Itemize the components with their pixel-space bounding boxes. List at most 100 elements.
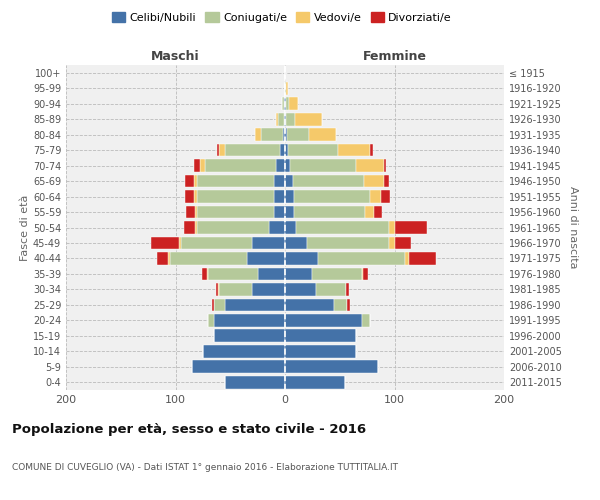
Bar xyxy=(219,283,252,296)
Bar xyxy=(406,252,409,265)
Y-axis label: Fasce di età: Fasce di età xyxy=(20,194,30,260)
Bar xyxy=(274,206,285,218)
Bar xyxy=(285,298,334,311)
Bar xyxy=(203,345,285,358)
Bar xyxy=(285,159,290,172)
Bar xyxy=(307,236,389,250)
Bar xyxy=(212,298,214,311)
Bar xyxy=(284,113,285,126)
Bar xyxy=(294,206,365,218)
Text: Popolazione per età, sesso e stato civile - 2016: Popolazione per età, sesso e stato civil… xyxy=(12,422,366,436)
Bar xyxy=(370,144,373,156)
Bar xyxy=(395,221,427,234)
Bar xyxy=(185,190,194,203)
Bar xyxy=(194,190,197,203)
Bar xyxy=(383,174,389,188)
Bar xyxy=(192,360,285,373)
Bar xyxy=(283,128,285,141)
Bar xyxy=(289,98,298,110)
Bar xyxy=(285,98,286,110)
Bar xyxy=(280,144,285,156)
Bar xyxy=(151,236,179,250)
Bar xyxy=(252,236,285,250)
Bar xyxy=(286,98,289,110)
Bar xyxy=(285,236,307,250)
Bar xyxy=(225,298,285,311)
Bar xyxy=(197,221,269,234)
Bar xyxy=(207,268,208,280)
Bar xyxy=(285,283,316,296)
Bar xyxy=(365,206,374,218)
Bar xyxy=(334,298,347,311)
Legend: Celibi/Nubili, Coniugati/e, Vedovi/e, Divorziati/e: Celibi/Nubili, Coniugati/e, Vedovi/e, Di… xyxy=(107,8,457,28)
Bar xyxy=(362,314,370,326)
Bar xyxy=(287,128,309,141)
Bar xyxy=(225,144,280,156)
Bar xyxy=(285,221,296,234)
Bar xyxy=(316,283,346,296)
Bar xyxy=(197,206,274,218)
Bar xyxy=(285,360,378,373)
Bar xyxy=(208,314,214,326)
Bar xyxy=(252,283,285,296)
Bar xyxy=(285,345,356,358)
Y-axis label: Anni di nascita: Anni di nascita xyxy=(568,186,578,269)
Bar xyxy=(363,268,368,280)
Bar xyxy=(170,252,247,265)
Bar xyxy=(218,283,220,296)
Bar xyxy=(389,236,395,250)
Bar xyxy=(214,314,285,326)
Bar xyxy=(347,298,350,311)
Bar xyxy=(247,252,285,265)
Bar xyxy=(261,128,283,141)
Bar xyxy=(278,113,284,126)
Bar xyxy=(284,98,285,110)
Bar xyxy=(318,252,406,265)
Bar xyxy=(220,144,225,156)
Bar xyxy=(382,190,390,203)
Bar xyxy=(286,82,288,94)
Bar xyxy=(285,190,294,203)
Bar xyxy=(194,174,197,188)
Bar xyxy=(285,206,294,218)
Bar xyxy=(208,268,257,280)
Bar xyxy=(285,174,293,188)
Bar xyxy=(338,144,370,156)
Bar xyxy=(285,252,318,265)
Bar xyxy=(285,113,286,126)
Bar xyxy=(187,206,195,218)
Text: Maschi: Maschi xyxy=(151,50,200,62)
Bar xyxy=(185,174,194,188)
Bar xyxy=(295,113,322,126)
Bar xyxy=(383,159,386,172)
Bar xyxy=(364,174,383,188)
Bar xyxy=(313,268,362,280)
Text: COMUNE DI CUVEGLIO (VA) - Dati ISTAT 1° gennaio 2016 - Elaborazione TUTTITALIA.I: COMUNE DI CUVEGLIO (VA) - Dati ISTAT 1° … xyxy=(12,463,398,472)
Bar xyxy=(184,221,195,234)
Bar xyxy=(274,190,285,203)
Bar xyxy=(217,144,220,156)
Bar xyxy=(374,206,382,218)
Bar xyxy=(285,144,288,156)
Bar xyxy=(157,252,168,265)
Bar xyxy=(216,283,218,296)
Bar xyxy=(200,159,205,172)
Bar xyxy=(389,221,395,234)
Bar xyxy=(194,159,200,172)
Bar xyxy=(257,268,285,280)
Bar xyxy=(356,159,383,172)
Bar xyxy=(285,268,313,280)
Bar xyxy=(195,206,197,218)
Bar xyxy=(276,113,278,126)
Bar xyxy=(214,298,225,311)
Bar xyxy=(285,82,286,94)
Bar xyxy=(214,330,285,342)
Bar xyxy=(197,174,274,188)
Bar xyxy=(290,159,356,172)
Bar xyxy=(181,236,252,250)
Bar xyxy=(309,128,337,141)
Bar xyxy=(362,268,363,280)
Bar xyxy=(288,144,338,156)
Bar xyxy=(294,190,370,203)
Bar xyxy=(256,128,261,141)
